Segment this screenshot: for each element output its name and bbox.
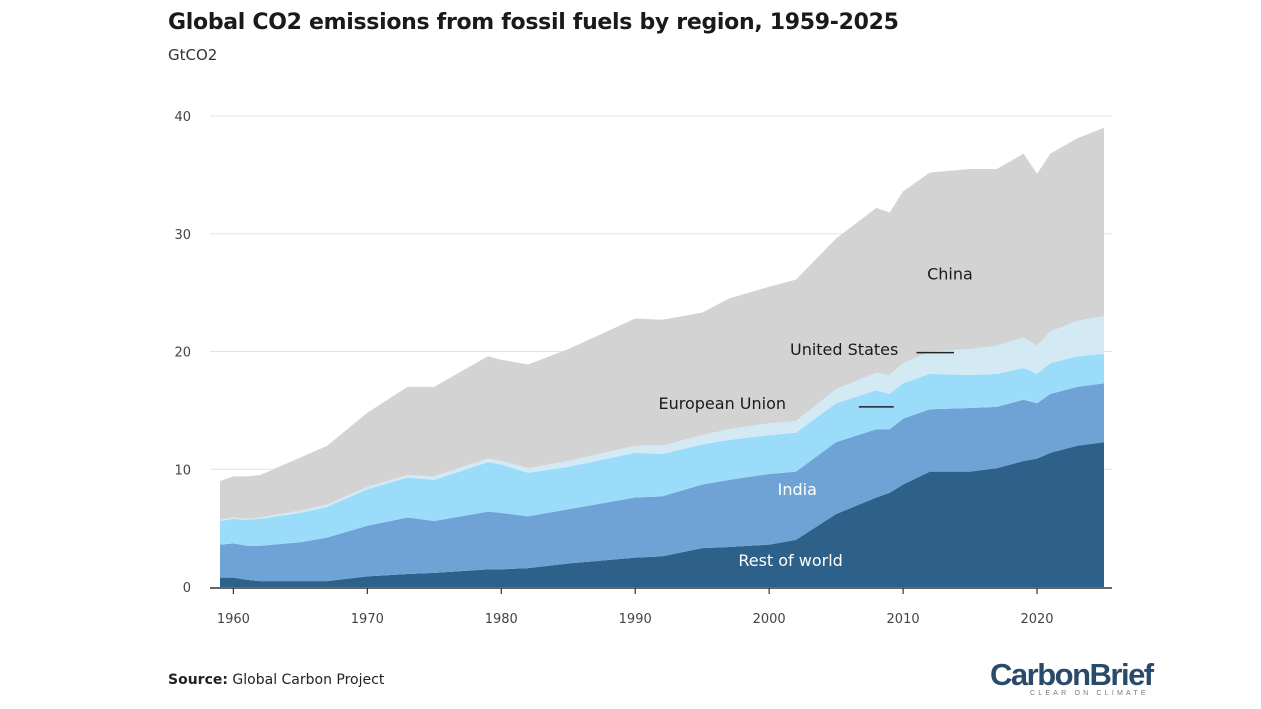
series-labels: Rest of world India European Union United S… <box>659 265 973 570</box>
x-tick-label: 2010 <box>887 612 920 627</box>
series-label-rest-of-world: Rest of world <box>738 551 843 570</box>
area-united-states <box>220 383 1104 582</box>
series-label-european-union: European Union <box>659 394 787 413</box>
x-tick-label: 2020 <box>1020 612 1053 627</box>
logo-tagline: CLEAR ON CLIMATE <box>1030 690 1149 697</box>
x-tick-label: 1990 <box>619 612 652 627</box>
y-tick-label: 20 <box>174 346 191 361</box>
source-text: Global Carbon Project <box>232 672 385 688</box>
chart-title: Global CO2 emissions from fossil fuels b… <box>168 10 899 35</box>
area-series-group <box>220 127 1104 587</box>
x-tick-label: 1970 <box>351 612 384 627</box>
axes: 0 10 20 30 40 1960 1970 1980 1990 2000 2010 2020 <box>174 110 1112 627</box>
y-tick-label: 30 <box>174 228 191 243</box>
x-tick-label: 2000 <box>753 612 786 627</box>
logo-wordmark: CarbonBrief <box>990 657 1154 692</box>
x-tick-label: 1960 <box>217 612 250 627</box>
y-tick-label: 10 <box>174 463 191 478</box>
series-label-china: China <box>927 265 973 284</box>
y-tick-label: 40 <box>174 110 191 125</box>
series-label-united-states: United States <box>790 340 898 359</box>
area-rest-of-world <box>220 127 1104 520</box>
carbon-brief-logo: CarbonBrief CLEAR ON CLIMATE <box>990 657 1154 706</box>
source-note: Source: Global Carbon Project <box>168 672 384 688</box>
source-label: Source: <box>168 672 228 688</box>
chart-subtitle-unit: GtCO2 <box>168 46 218 64</box>
y-tick-label: 0 <box>183 581 191 596</box>
x-tick-label: 1980 <box>485 612 518 627</box>
series-label-india: India <box>778 480 817 499</box>
area-european-union <box>220 353 1104 546</box>
area-china <box>220 442 1104 587</box>
